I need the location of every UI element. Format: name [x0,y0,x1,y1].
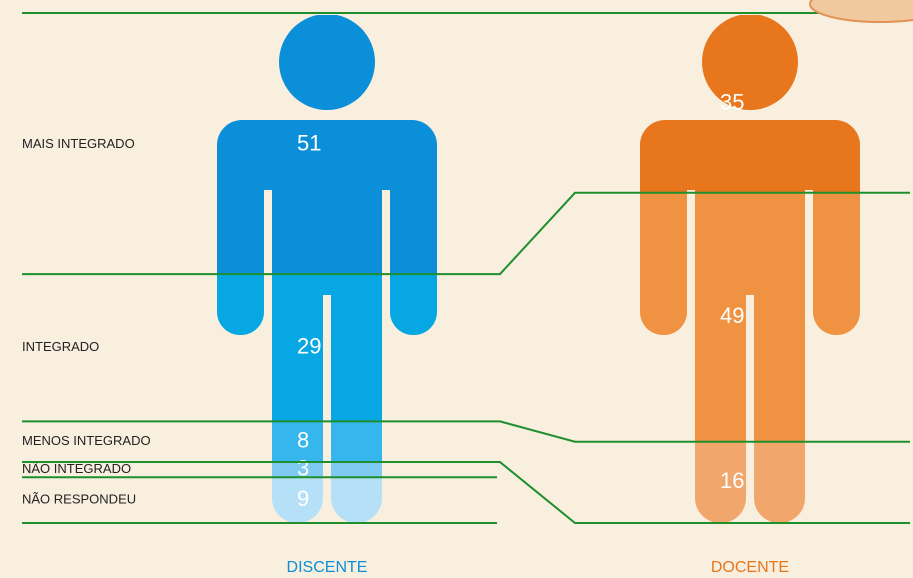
data-label: 9 [297,486,309,511]
connector-line [22,461,910,524]
category-label: NÃO INTEGRADO [22,461,131,476]
category-label: MAIS INTEGRADO [22,136,135,151]
connector-line [22,191,910,276]
data-label: 29 [297,334,321,359]
palette-icon [809,0,913,23]
category-label: INTEGRADO [22,339,99,354]
data-label: 35 [720,90,744,115]
data-label: 49 [720,303,744,328]
category-label: NÃO RESPONDEU [22,492,136,507]
data-label: 51 [297,130,321,155]
series-label: DOCENTE [711,559,789,576]
data-label: 16 [720,468,744,493]
data-label: 8 [297,428,309,453]
category-label: MENOS INTEGRADO [22,433,151,448]
series-label: DISCENTE [287,559,368,576]
connector-line [22,420,910,443]
